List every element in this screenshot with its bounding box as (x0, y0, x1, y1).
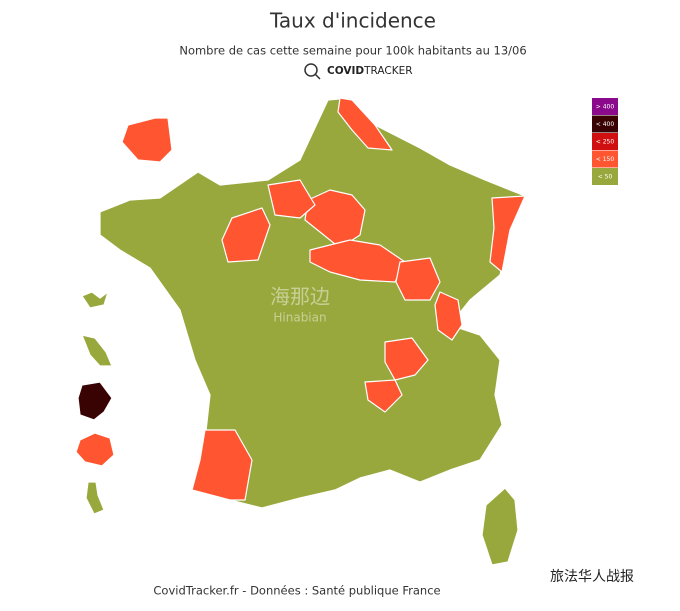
legend-label: < 150 (596, 156, 615, 163)
martinique (81, 334, 113, 367)
region (309, 239, 406, 283)
legend-swatch (592, 115, 618, 133)
brand: COVIDTRACKER (304, 63, 413, 80)
region (434, 291, 463, 341)
region (221, 207, 271, 263)
watermark: 海那边 Hinabian (270, 285, 330, 325)
watermark-en: Hinabian (273, 311, 326, 325)
corsica (481, 487, 519, 566)
legend-swatch (592, 168, 618, 185)
region (364, 379, 403, 413)
watermark-cn: 海那边 (270, 285, 330, 309)
region (267, 179, 316, 219)
brand-icon (304, 63, 318, 77)
title: Taux d'incidence (269, 9, 436, 33)
region (489, 195, 526, 273)
reunion (75, 432, 115, 467)
mayotte (85, 481, 105, 515)
legend-label: < 400 (596, 121, 615, 128)
footer: CovidTracker.fr - Données : Santé publiq… (153, 584, 440, 598)
wechat-label: 旅法华人战报 (550, 569, 634, 585)
brand-light: TRACKER (363, 65, 412, 77)
region (395, 257, 441, 301)
brand-bold: COVID (327, 65, 364, 77)
mainland (99, 97, 526, 509)
brand-icon (314, 73, 321, 80)
legend-swatch (592, 150, 618, 168)
region (191, 429, 253, 501)
region (337, 97, 393, 151)
legend-swatch (592, 98, 618, 115)
legend: > 400 < 400 < 250 < 150 < 50 (592, 98, 618, 185)
guyane (77, 381, 113, 421)
legend-swatch (592, 133, 618, 150)
region (384, 337, 429, 381)
map (75, 97, 526, 566)
legend-label: > 400 (596, 104, 615, 111)
region (304, 189, 366, 249)
guadeloupe (81, 291, 109, 309)
legend-label: < 250 (596, 139, 615, 146)
brand-text: COVIDTRACKER (327, 65, 413, 77)
legend-label: < 50 (598, 174, 613, 181)
subtitle: Nombre de cas cette semaine pour 100k ha… (179, 44, 526, 58)
inset-paris (121, 117, 173, 163)
